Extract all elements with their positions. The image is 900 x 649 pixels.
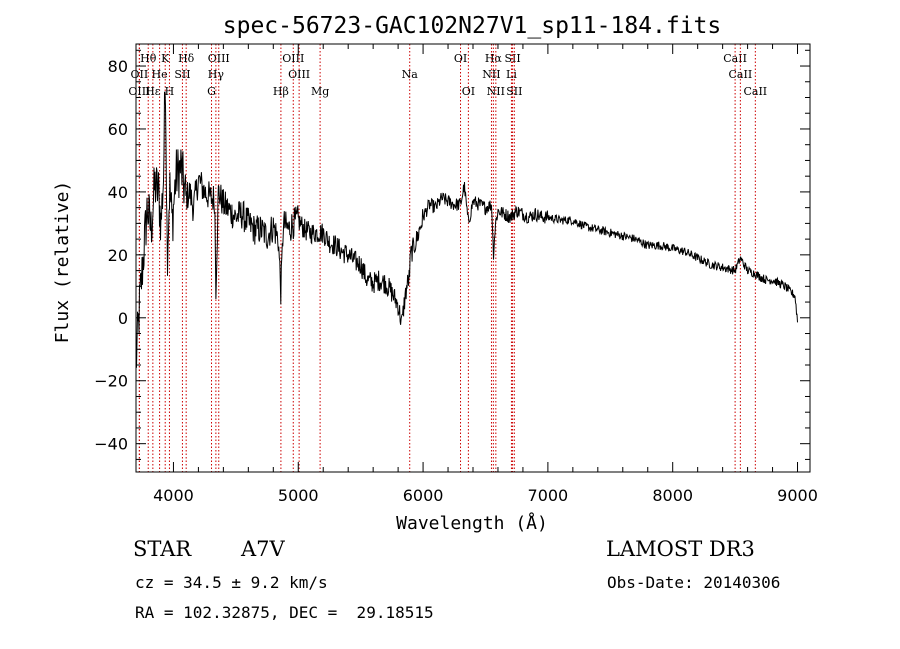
line-marker-label-12: Hγ <box>208 68 225 81</box>
line-marker-label-26: SII <box>506 85 522 98</box>
line-marker-label-24: OI <box>462 85 475 98</box>
x-axis-label: Wavelength (Å) <box>396 512 548 534</box>
line-marker-label-13: OIII <box>288 68 310 81</box>
line-marker-label-5: OI <box>454 52 467 65</box>
x-tick-label-2: 6000 <box>403 486 444 505</box>
y-tick-label-3: 20 <box>108 246 128 265</box>
y-tick-label-1: −20 <box>94 372 128 391</box>
coordinates: RA = 102.32875, DEC = 29.18515 <box>135 603 434 622</box>
y-tick-label-2: 0 <box>118 309 128 328</box>
line-marker-label-1: K <box>161 52 170 65</box>
line-marker-label-27: CaII <box>743 85 767 98</box>
survey-name: LAMOST DR3 <box>606 537 755 561</box>
y-tick-label-0: −40 <box>94 435 128 454</box>
line-marker-label-4: OIII <box>282 52 304 65</box>
chart-title: spec-56723-GAC102N27V1_sp11-184.fits <box>223 13 722 39</box>
x-tick-label-0: 4000 <box>153 486 194 505</box>
line-marker-label-2: Hδ <box>178 52 195 65</box>
line-marker-label-21: Hβ <box>273 85 289 98</box>
line-marker-label-9: OII <box>131 68 149 81</box>
line-marker-label-25: NII <box>487 85 505 98</box>
object-class: STAR <box>133 537 192 561</box>
x-tick-label-1: 5000 <box>278 486 319 505</box>
line-marker-label-18: Hε <box>145 85 161 98</box>
line-marker-label-6: Hα <box>485 52 503 65</box>
spectrum-line <box>135 91 798 368</box>
y-axis-label: Flux (relative) <box>52 181 73 344</box>
line-marker-label-8: CaII <box>723 52 747 65</box>
x-tick-label-5: 9000 <box>777 486 818 505</box>
line-marker-label-10: He <box>152 68 168 81</box>
line-marker-label-0: Hθ <box>140 52 157 65</box>
spectral-subclass: A7V <box>241 537 285 561</box>
line-marker-label-20: G <box>207 85 216 98</box>
line-marker-label-23: Na <box>402 68 419 81</box>
x-tick-label-3: 7000 <box>528 486 569 505</box>
line-marker-label-11: SII <box>174 68 190 81</box>
spectrum-line-layer <box>135 91 798 368</box>
plot-frame <box>135 43 811 473</box>
x-tick-label-4: 8000 <box>652 486 693 505</box>
line-marker-label-15: Li <box>506 68 517 81</box>
redshift-velocity: cz = 34.5 ± 9.2 km/s <box>135 573 328 592</box>
line-marker-label-17: OIII <box>128 85 150 98</box>
y-tick-label-6: 80 <box>108 57 128 76</box>
observation-date: Obs-Date: 20140306 <box>607 573 781 592</box>
line-marker-label-14: NII <box>482 68 500 81</box>
line-marker-label-16: CaII <box>729 68 753 81</box>
axis-ticks: 4000 5000 6000 7000 8000 9000 −40 −20 0 20 40 60 80 <box>94 44 818 505</box>
y-tick-label-5: 60 <box>108 120 128 139</box>
y-tick-label-4: 40 <box>108 183 128 202</box>
line-marker-label-19: H <box>165 85 175 98</box>
line-marker-label-7: SII <box>504 52 520 65</box>
line-marker-label-22: Mg <box>311 85 329 98</box>
line-marker-label-3: OIII <box>208 52 230 65</box>
